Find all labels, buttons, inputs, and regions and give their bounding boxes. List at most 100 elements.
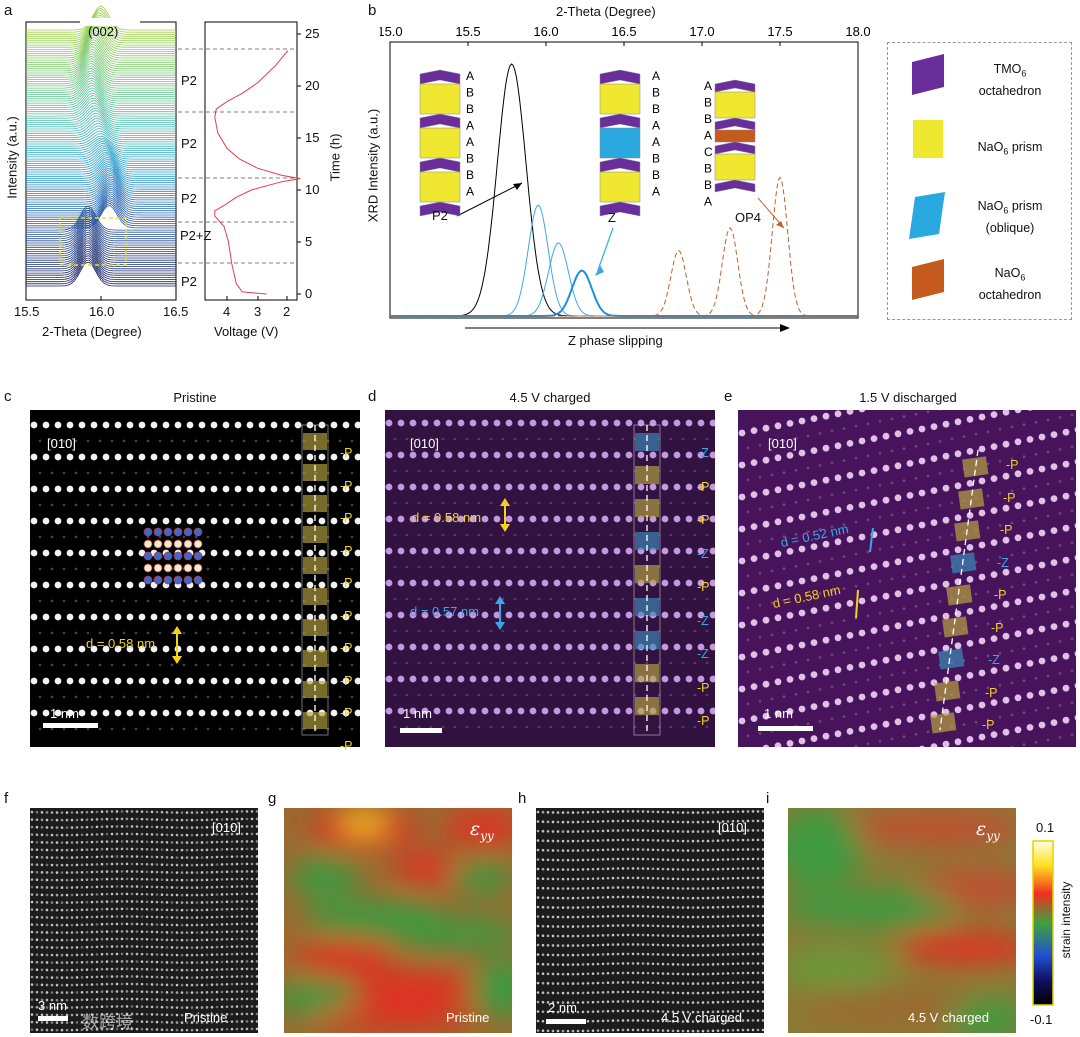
strain-blob: [454, 863, 512, 893]
strain-blob: [289, 858, 359, 898]
waterfall-curve: [26, 139, 176, 151]
time-ytick-20: 20: [305, 78, 320, 93]
xrd-xtick-label: 18.0: [845, 24, 870, 39]
stacking-tag: -P: [340, 608, 353, 623]
waterfall-curve: [26, 60, 176, 82]
xrd-xtick-label: 15.5: [455, 24, 480, 39]
waterfall-curve: [26, 34, 176, 59]
strain-blob: [474, 958, 512, 1018]
waterfall-curve: [26, 130, 176, 143]
panel-e-letter: e: [724, 388, 733, 405]
waterfall-curve: [26, 128, 176, 141]
waterfall-xtick-1: 15.5: [14, 304, 40, 319]
panel-h-scale: 2 nm: [548, 1000, 577, 1015]
stacking-tag: -Z: [697, 446, 709, 460]
phase-guides: [178, 48, 297, 264]
waterfall-curve: [26, 55, 176, 78]
waterfall-curve: [26, 235, 176, 261]
strain-blob: [898, 932, 1016, 964]
strain-blob: [444, 810, 512, 846]
strain-blob: [788, 890, 958, 926]
waterfall-curve: [26, 203, 176, 227]
time-ytick-25: 25: [305, 26, 320, 41]
strain-blob: [848, 810, 1016, 846]
voltage-xtick-1: 4: [223, 304, 231, 319]
waterfall-curve: [26, 220, 176, 246]
waterfall-curve: [26, 259, 176, 285]
panel-g-strain-map: [284, 808, 512, 1033]
strain-blob: [354, 970, 474, 1006]
panel-a-plot: [25, 5, 301, 301]
stacking-column: [855, 449, 989, 734]
stacking-tag: -P: [991, 620, 1004, 635]
waterfall-curve: [26, 153, 176, 169]
stack-letter: B: [652, 102, 660, 116]
time-ytick-5: 5: [305, 234, 313, 249]
phase-label-2: P2: [181, 136, 197, 151]
stack-letter: A: [652, 119, 660, 133]
panel-f-image: [30, 808, 258, 1033]
waterfall-curve: [26, 229, 176, 255]
voltage-curve: [214, 50, 301, 295]
waterfall-curve: [26, 84, 176, 104]
xrd-series-Z: [390, 269, 858, 317]
stack-letter: B: [466, 102, 474, 116]
waterfall-curve: [26, 46, 176, 70]
panel-a-letter: a: [4, 2, 13, 19]
panel-f-letter: f: [4, 790, 9, 807]
structure-legend: [887, 42, 1072, 320]
panel-e-scalebar: [758, 726, 813, 731]
panel-e-title: 1.5 V discharged: [859, 390, 957, 405]
waterfall-curve: [26, 110, 176, 126]
panel-d-d-label-2: d = 0.57 nm: [410, 604, 480, 619]
panel-i-strain-map: [788, 808, 1016, 1033]
waterfall-curve: [26, 169, 176, 188]
waterfall-curve: [26, 149, 176, 164]
phase-label-4: P2+Z: [180, 228, 212, 243]
waterfall-curve: [26, 250, 176, 276]
stacking-tag: -Z: [997, 555, 1009, 570]
waterfall-curve: [26, 185, 176, 207]
waterfall-curve: [26, 133, 176, 145]
waterfall-curve: [26, 137, 176, 149]
time-ytick-0: 0: [305, 286, 313, 301]
waterfall-curve: [26, 233, 176, 259]
waterfall-curve: [26, 155, 176, 171]
xrd-xlabel: 2-Theta (Degree): [556, 4, 656, 19]
stack-letter: B: [466, 86, 474, 100]
waterfall-xlabel: 2-Theta (Degree): [42, 324, 142, 339]
stack-letter: A: [652, 69, 660, 83]
waterfall-curve: [26, 12, 176, 37]
stack-letter: C: [704, 145, 713, 159]
waterfall-curve: [26, 92, 176, 110]
waterfall-curve: [26, 257, 176, 283]
stack-letter: B: [704, 96, 712, 110]
anno-p2: P2: [432, 208, 448, 223]
panel-h-zone: [010]: [718, 820, 747, 835]
panel-d-zone: [010]: [410, 436, 439, 451]
stacking-tag: -P: [340, 446, 353, 460]
xrd-series-OP4-2: [390, 227, 858, 317]
waterfall-curve: [26, 151, 176, 166]
waterfall-curve: [26, 77, 176, 98]
waterfall-curve: [26, 82, 176, 102]
panel-g-epsilon: εyy: [470, 818, 494, 843]
waterfall-curve: [26, 67, 176, 89]
stacking-tag: -P: [340, 576, 353, 590]
stack-letter: B: [652, 168, 660, 182]
stacking-tag: -P: [697, 714, 710, 728]
waterfall-curve: [26, 164, 176, 181]
stacking-tag: -P: [697, 580, 710, 594]
time-ylabel: Time (h): [327, 133, 343, 182]
waterfall-curve: [26, 180, 176, 201]
panel-d-image: [385, 410, 715, 747]
panel-d-letter: d: [368, 388, 377, 405]
strain-blob: [788, 948, 898, 988]
waterfall-curve: [26, 189, 176, 212]
stack-letter: A: [466, 185, 474, 199]
stacking-tag: -Z: [988, 653, 1000, 667]
stacking-column: [301, 424, 329, 736]
stacking-tag: -P: [1006, 458, 1019, 472]
waterfall-curve: [26, 201, 176, 224]
